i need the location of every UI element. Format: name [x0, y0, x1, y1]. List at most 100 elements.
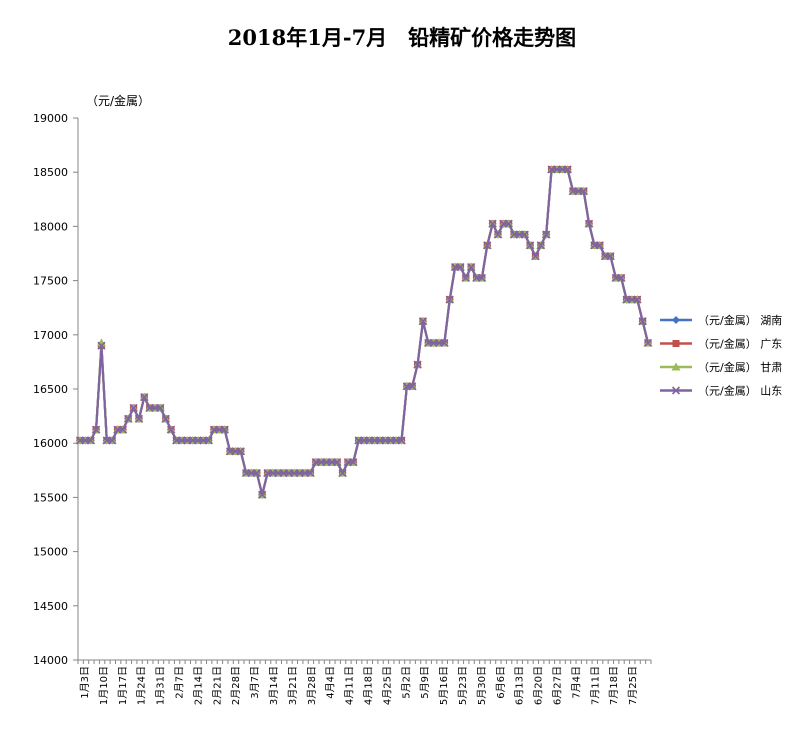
data-point [86, 436, 95, 445]
y-tick-label: 14000 [33, 654, 68, 667]
data-point [563, 165, 572, 174]
y-tick-label: 17500 [33, 275, 68, 288]
y-tick-label: 15500 [33, 491, 68, 504]
x-tick-label: 7月11日 [589, 666, 601, 705]
data-point [467, 262, 476, 272]
data-point [349, 458, 358, 467]
legend-label: （元/金属） 山东 [698, 384, 782, 398]
data-point [477, 273, 486, 282]
data-point [92, 425, 101, 434]
legend-marker [671, 362, 681, 371]
data-point [595, 241, 604, 250]
legend-item: （元/金属） 广东 [660, 337, 782, 351]
x-tick-label: 6月27日 [552, 666, 564, 705]
data-point [413, 360, 422, 369]
data-point [504, 219, 513, 228]
x-tick-label: 4月18日 [363, 666, 375, 705]
x-tick-label: 3月21日 [287, 666, 299, 705]
y-ticks: 14000 14500 15000 15500 16000 16500 17000 17500… [33, 112, 78, 667]
x-tick-label: 3月28日 [306, 666, 318, 705]
data-point [338, 468, 347, 478]
x-tick-label: 5月2日 [400, 666, 412, 699]
x-tick-label: 1月10日 [98, 666, 110, 705]
data-point [536, 241, 545, 250]
legend-marker [672, 340, 680, 347]
data-point [461, 273, 470, 282]
data-point [633, 295, 642, 304]
x-tick-label: 2月14日 [192, 666, 204, 705]
x-tick-label: 1月24日 [136, 666, 148, 705]
y-tick-label: 15000 [33, 546, 68, 559]
legend-label: （元/金属） 广东 [698, 337, 782, 351]
data-point [108, 436, 117, 445]
x-tick-label: 4月11日 [344, 666, 356, 705]
data-point [258, 490, 267, 499]
x-tick-label: 6月13日 [514, 666, 526, 705]
data-point [488, 219, 497, 228]
y-tick-label: 14500 [33, 600, 68, 613]
data-point [638, 317, 647, 326]
y-tick-label: 18000 [33, 220, 68, 233]
x-tick-label: 5月16日 [438, 666, 450, 705]
series-3 [75, 164, 653, 499]
legend-marker [671, 386, 681, 395]
x-tick-label: 5月9日 [419, 666, 431, 699]
x-tick-label: 6月6日 [495, 666, 507, 699]
data-point [333, 458, 342, 467]
x-tick-label: 5月23日 [457, 666, 469, 705]
series-line [80, 168, 650, 496]
chart-title: 2018年1月-7月 铅精矿价格走势图 [227, 25, 577, 50]
data-point [124, 414, 133, 423]
series-2 [76, 165, 652, 499]
series-1 [76, 165, 652, 499]
legend-item: （元/金属） 湖南 [660, 313, 782, 327]
x-tick-label: 2月28日 [230, 666, 242, 705]
data-point [167, 425, 176, 434]
data-point [520, 230, 529, 239]
data-point [584, 219, 594, 228]
data-point [156, 403, 165, 413]
data-point [129, 403, 138, 413]
y-tick-label: 17000 [33, 329, 68, 342]
x-tick-label: 3月7日 [249, 666, 261, 699]
axes [77, 118, 651, 661]
data-point [617, 273, 626, 282]
data-point [306, 468, 315, 478]
x-tick-label: 7月18日 [608, 666, 620, 705]
data-point [579, 187, 588, 196]
y-tick-label: 16500 [33, 383, 68, 396]
data-point [161, 414, 170, 423]
x-tick-label: 5月30日 [476, 666, 488, 705]
data-point [418, 317, 428, 326]
data-point [643, 338, 653, 347]
data-point [526, 241, 535, 250]
x-ticks: 1月3日 1月10日 1月17日 1月24日 1月31日 2月7日 2月14日 2月21日 2月… [77, 660, 652, 705]
data-point [483, 241, 492, 250]
data-point [118, 425, 127, 434]
data-point [97, 341, 106, 350]
x-tick-label: 7月4日 [570, 666, 582, 699]
y-axis-unit-label: （元/金属） [86, 93, 150, 108]
x-tick-label: 3月14日 [268, 666, 280, 705]
legend-marker [672, 316, 680, 324]
series-line [80, 168, 650, 496]
data-point [236, 447, 245, 456]
data-point [397, 436, 406, 445]
x-tick-label: 1月3日 [79, 666, 91, 699]
data-point [531, 252, 540, 261]
x-tick-label: 2月21日 [211, 666, 223, 705]
data-point [252, 468, 261, 478]
legend-label: （元/金属） 湖南 [698, 313, 782, 327]
x-tick-label: 4月25日 [381, 666, 393, 705]
x-tick-label: 4月4日 [325, 666, 337, 699]
legend-item: （元/金属） 山东 [660, 384, 782, 398]
x-tick-label: 7月25日 [627, 666, 639, 705]
x-tick-label: 6月20日 [533, 666, 545, 705]
data-point [220, 425, 229, 434]
data-point [445, 295, 454, 304]
series-4 [75, 165, 653, 499]
y-tick-label: 18500 [33, 166, 68, 179]
series-line [80, 168, 650, 496]
x-tick-label: 1月17日 [117, 666, 129, 705]
